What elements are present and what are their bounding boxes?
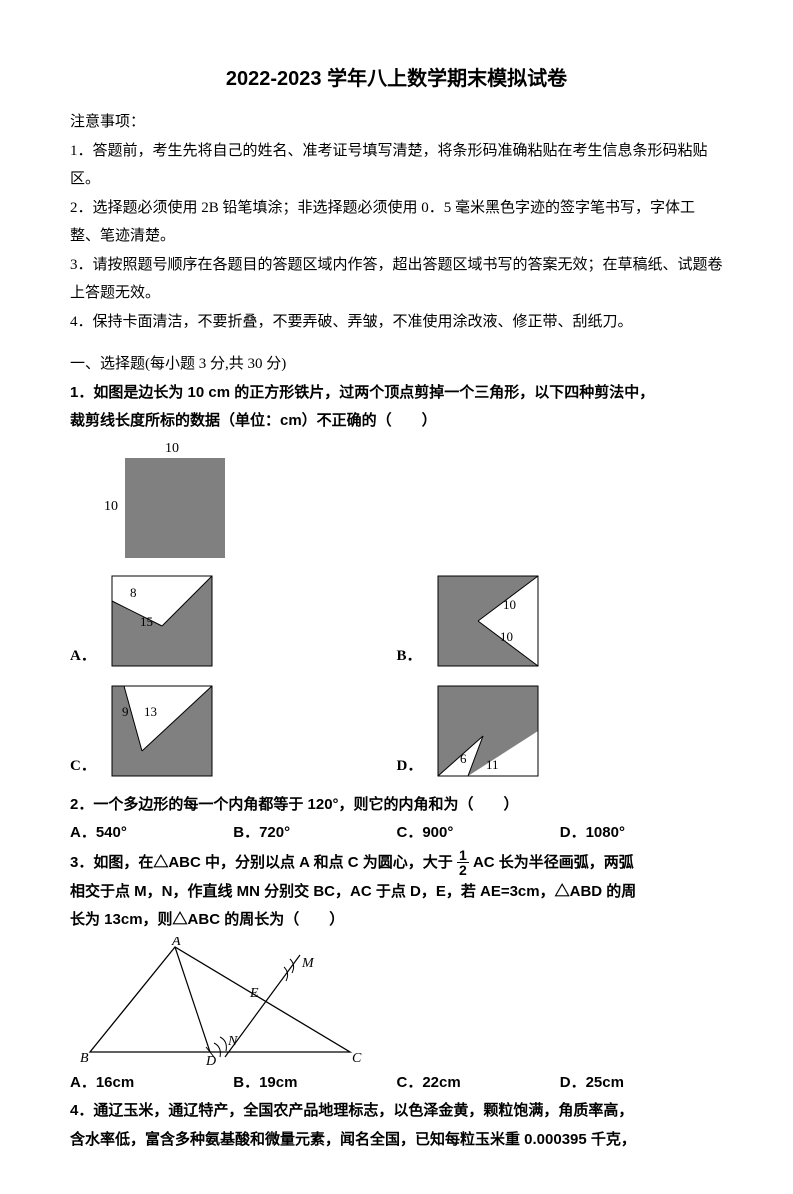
q2-c: 900° <box>422 824 453 841</box>
notice-heading: 注意事项： <box>70 108 723 137</box>
q3-frac-d: 2 <box>457 863 469 878</box>
svg-text:8: 8 <box>130 585 137 600</box>
svg-text:6: 6 <box>460 751 467 766</box>
q1-opt-a-figure: 8 15 <box>102 571 232 671</box>
q2-d-label: D． <box>560 824 586 841</box>
page-title: 2022-2023 学年八上数学期末模拟试卷 <box>70 60 723 98</box>
q1-stem-1: 1．如图是边长为 10 cm 的正方形铁片，过两个顶点剪掉一个三角形，以下四种剪… <box>70 379 723 408</box>
q1-opt-c-figure: 9 13 <box>102 681 232 781</box>
q3-c-label: C． <box>397 1074 423 1091</box>
q2-stem: 2．一个多边形的每一个内角都等于 120°，则它的内角和为（ ） <box>70 791 723 820</box>
q3-stem-1-post: AC 长为半径画弧，两弧 <box>473 854 634 871</box>
svg-text:N: N <box>227 1034 238 1049</box>
svg-text:A: A <box>171 937 181 949</box>
svg-text:C: C <box>352 1051 362 1066</box>
q1-square-top-label: 10 <box>165 441 179 456</box>
q1-opt-b-label: B． <box>397 642 422 671</box>
notice-1: 1．答题前，考生先将自己的姓名、准考证号填写清楚，将条形码准确粘贴在考生信息条形… <box>70 137 723 194</box>
q1-square-left-label: 10 <box>104 499 118 514</box>
notice-4: 4．保持卡面清洁，不要折叠，不要弄破、弄皱，不准使用涂改液、修正带、刮纸刀。 <box>70 308 723 337</box>
notice-3: 3．请按照题号顺序在各题目的答题区域内作答，超出答题区域书写的答案无效；在草稿纸… <box>70 251 723 308</box>
q1-opt-a-label: A． <box>70 642 96 671</box>
q3-stem-1-pre: 3．如图，在△ABC 中，分别以点 A 和点 C 为圆心，大于 <box>70 854 453 871</box>
svg-text:B: B <box>80 1051 89 1066</box>
notice-2: 2．选择题必须使用 2B 铅笔填涂；非选择题必须使用 0．5 毫米黑色字迹的签字… <box>70 194 723 251</box>
svg-text:D: D <box>205 1054 216 1067</box>
svg-text:10: 10 <box>500 629 513 644</box>
q3-d: 25cm <box>586 1074 624 1091</box>
q1-options-row-2: C． 9 13 D． 6 11 <box>70 681 723 781</box>
q1-options-row-1: A． 8 15 B． 10 10 <box>70 571 723 671</box>
q2-a-label: A． <box>70 824 96 841</box>
q3-d-label: D． <box>560 1074 586 1091</box>
q4-stem-2: 含水率低，富含多种氨基酸和微量元素，闻名全国，已知每粒玉米重 0.000395 … <box>70 1126 723 1155</box>
q2-b: 720° <box>259 824 290 841</box>
q1-square-rect <box>125 458 225 558</box>
q3-frac-n: 1 <box>457 848 469 864</box>
q2-b-label: B． <box>233 824 259 841</box>
q2-a: 540° <box>96 824 127 841</box>
q1-opt-d-figure: 6 11 <box>428 681 558 781</box>
q2-c-label: C． <box>397 824 423 841</box>
q3-stem-3: 长为 13cm，则△ABC 的周长为（ ） <box>70 906 723 935</box>
q3-b: 19cm <box>259 1074 297 1091</box>
q3-stem-2: 相交于点 M，N，作直线 MN 分别交 BC，AC 于点 D，E，若 AE=3c… <box>70 878 723 907</box>
q1-stem-2: 裁剪线长度所标的数据（单位：cm）不正确的（ ） <box>70 407 723 436</box>
svg-text:9: 9 <box>122 704 129 719</box>
q2-d: 1080° <box>586 824 625 841</box>
q2-options: A．540° B．720° C．900° D．1080° <box>70 819 723 848</box>
q3-options: A．16cm B．19cm C．22cm D．25cm <box>70 1069 723 1098</box>
q1-opt-b-figure: 10 10 <box>428 571 558 671</box>
svg-text:10: 10 <box>503 597 516 612</box>
svg-text:15: 15 <box>140 614 153 629</box>
q3-c: 22cm <box>422 1074 460 1091</box>
svg-text:M: M <box>301 956 315 971</box>
svg-text:E: E <box>249 986 259 1001</box>
svg-text:11: 11 <box>486 757 499 772</box>
q1-opt-d-label: D． <box>397 752 423 781</box>
q3-stem-1: 3．如图，在△ABC 中，分别以点 A 和点 C 为圆心，大于 12 AC 长为… <box>70 848 723 878</box>
q1-opt-c-label: C． <box>70 752 96 781</box>
q3-frac: 12 <box>457 848 469 878</box>
q3-a-label: A． <box>70 1074 96 1091</box>
q3-a: 16cm <box>96 1074 134 1091</box>
q3-b-label: B． <box>233 1074 259 1091</box>
svg-text:13: 13 <box>144 704 157 719</box>
q1-square-figure: 10 10 <box>100 440 723 565</box>
section-1-heading: 一、选择题(每小题 3 分,共 30 分) <box>70 350 723 379</box>
q3-figure: A B C D E M N <box>80 937 723 1067</box>
